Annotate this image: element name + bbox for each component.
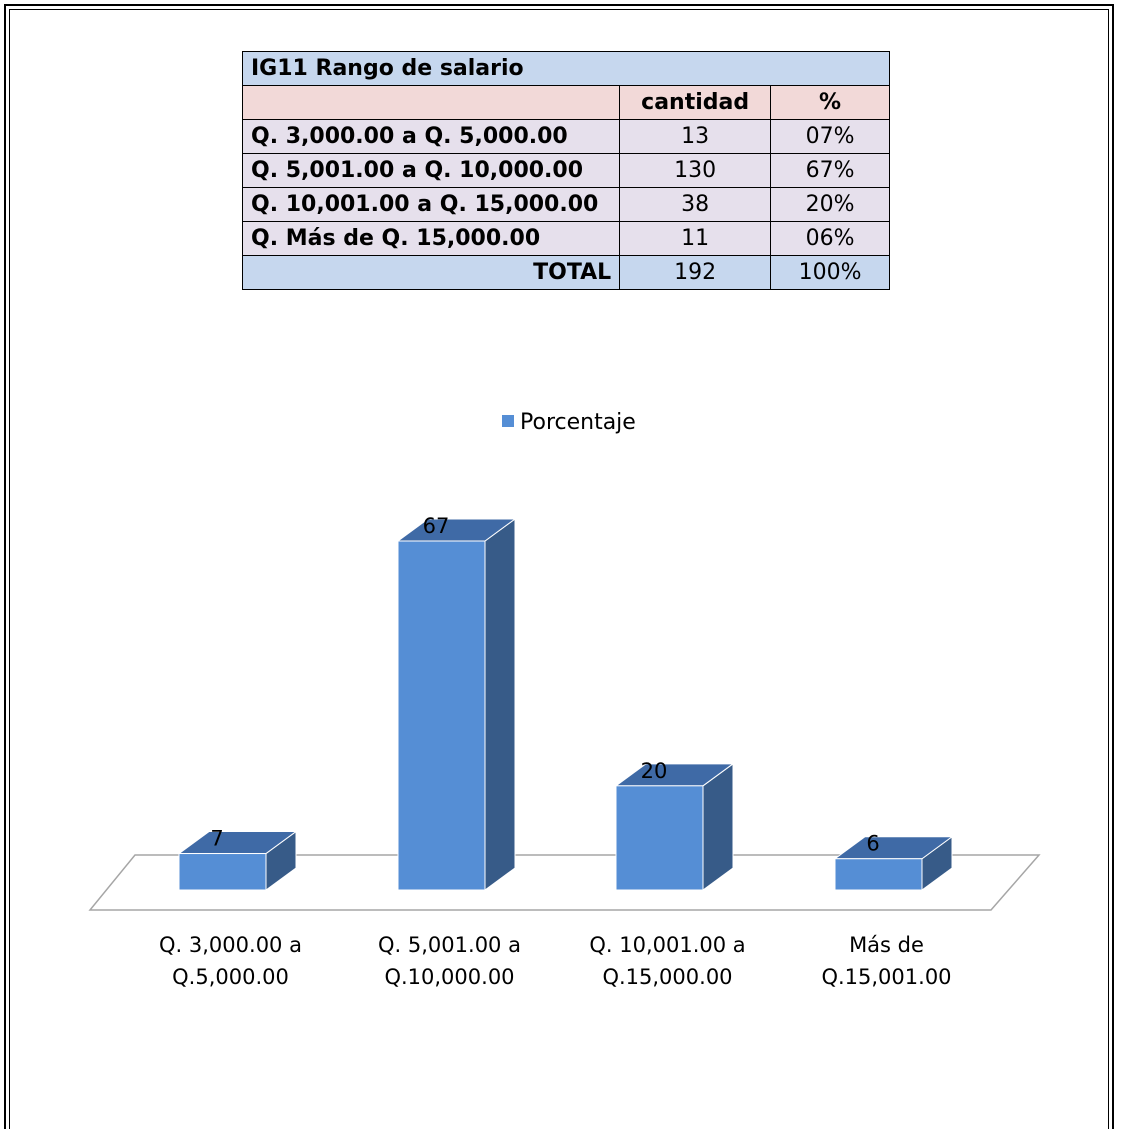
total-cantidad: 192 xyxy=(619,255,772,290)
header-cantidad: cantidad xyxy=(619,85,772,120)
bar xyxy=(833,835,954,891)
bar xyxy=(177,830,298,891)
row-cantidad: 38 xyxy=(619,187,772,222)
chart-floor xyxy=(88,854,1041,911)
bar-front xyxy=(178,853,267,891)
header-percent: % xyxy=(770,85,890,120)
row-percent: 06% xyxy=(770,221,890,256)
bar-value-label: 7 xyxy=(210,827,223,851)
legend-swatch xyxy=(502,415,514,427)
category-label: Q. 5,001.00 a xyxy=(378,933,521,957)
legend-label: Porcentaje xyxy=(520,410,636,435)
chart-legend: Porcentaje xyxy=(502,410,636,435)
bar xyxy=(614,762,735,891)
category-label: Q.10,000.00 xyxy=(384,965,514,989)
bar xyxy=(396,518,517,891)
category-label: Q.15,001.00 xyxy=(821,965,951,989)
row-label: Q. 5,001.00 a Q. 10,000.00 xyxy=(241,153,621,188)
bar-value-label: 6 xyxy=(866,832,879,856)
salary-range-table: IG11 Rango de salario cantidad % Q. 3,00… xyxy=(241,51,890,290)
row-percent: 20% xyxy=(770,187,890,222)
bar-front xyxy=(834,858,923,891)
table-row: Q. Más de Q. 15,000.00 11 06% xyxy=(241,221,890,256)
row-percent: 67% xyxy=(770,153,890,188)
row-label: Q. 10,001.00 a Q. 15,000.00 xyxy=(241,187,621,222)
bar-side xyxy=(484,518,516,891)
row-cantidad: 13 xyxy=(619,119,772,154)
row-percent: 07% xyxy=(770,119,890,154)
table-total-row: TOTAL 192 100% xyxy=(241,255,890,290)
row-cantidad: 11 xyxy=(619,221,772,256)
category-label: Más de xyxy=(849,933,924,957)
row-label: Q. Más de Q. 15,000.00 xyxy=(241,221,621,256)
category-label: Q.15,000.00 xyxy=(602,965,732,989)
page-border-inner xyxy=(9,9,1109,1129)
total-label: TOTAL xyxy=(241,255,621,290)
bar-value-label: 20 xyxy=(641,759,668,783)
bar-front xyxy=(397,540,486,891)
table-row: Q. 10,001.00 a Q. 15,000.00 38 20% xyxy=(241,187,890,222)
table-title-row: IG11 Rango de salario xyxy=(242,51,890,86)
category-label: Q. 3,000.00 a xyxy=(159,933,302,957)
total-percent: 100% xyxy=(770,255,890,290)
header-empty xyxy=(241,85,621,120)
table-row: Q. 5,001.00 a Q. 10,000.00 130 67% xyxy=(241,153,890,188)
bar-front xyxy=(615,785,704,891)
row-label: Q. 3,000.00 a Q. 5,000.00 xyxy=(241,119,621,154)
table-header-row: cantidad % xyxy=(241,85,890,120)
table-title: IG11 Rango de salario xyxy=(242,51,890,86)
page-border-outer xyxy=(4,4,1114,1129)
bar-value-label: 67 xyxy=(423,514,450,538)
category-label: Q. 10,001.00 a xyxy=(589,933,745,957)
table-row: Q. 3,000.00 a Q. 5,000.00 13 07% xyxy=(241,119,890,154)
category-label: Q.5,000.00 xyxy=(172,965,289,989)
